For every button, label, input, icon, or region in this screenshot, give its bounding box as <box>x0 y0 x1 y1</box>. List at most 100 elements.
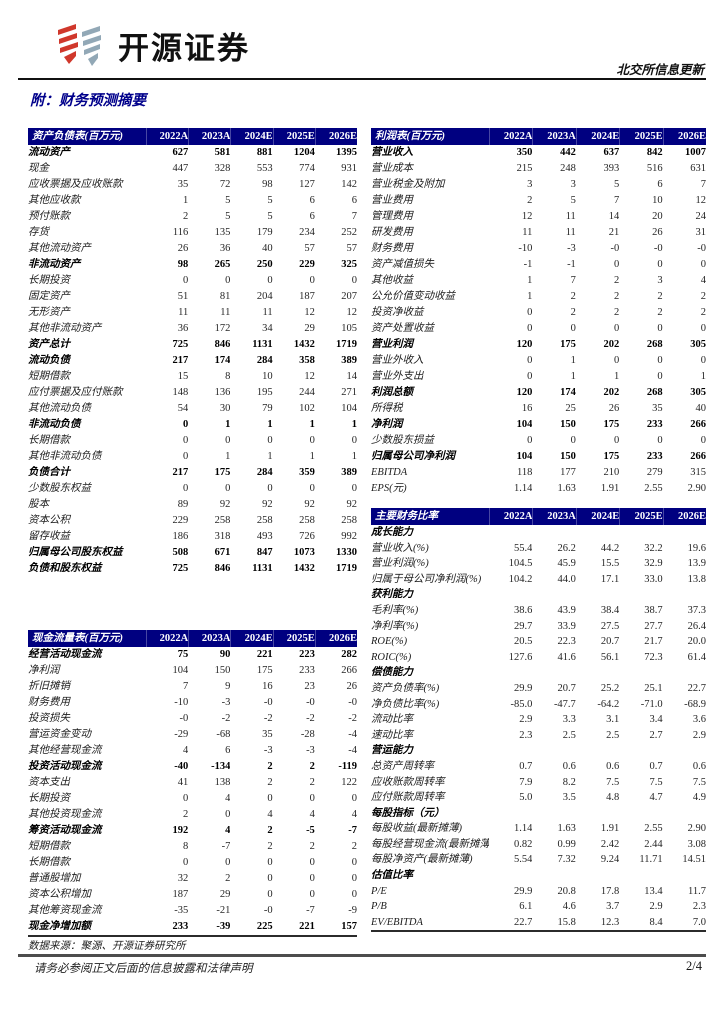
row-value: 0 <box>225 275 231 286</box>
row-value: 0.99 <box>557 838 576 850</box>
row-value: 442 <box>560 147 576 158</box>
row-value: 179 <box>256 227 273 238</box>
row-value: 0 <box>351 857 358 868</box>
row-value: 4 <box>700 275 707 286</box>
row-value: 6.1 <box>519 901 533 913</box>
row-value: 774 <box>299 163 315 174</box>
table-row: 归属母公司净利润 104 150 175 233 266 <box>371 449 706 465</box>
row-label: 财务费用 <box>28 697 70 708</box>
row-value: 22.7 <box>687 682 707 694</box>
row-value <box>663 868 706 884</box>
table-row: 毛利率(%) 38.6 43.9 38.4 38.7 37.3 <box>371 603 706 619</box>
row-value: 25 <box>565 403 576 414</box>
row-value <box>489 806 532 822</box>
row-value: 3.6 <box>692 714 707 726</box>
row-value: 631 <box>690 163 707 174</box>
row-label: 现金净增加额 <box>28 921 91 932</box>
row-value <box>576 806 619 822</box>
row-value: 1 <box>182 195 189 206</box>
row-value: 40 <box>262 243 273 254</box>
row-value: 250 <box>256 259 273 270</box>
row-value: 26 <box>346 681 358 692</box>
row-value: -68.9 <box>684 698 707 710</box>
table-row: 每股净资产(最新摊薄) 5.54 7.32 9.24 11.71 14.51 <box>371 852 706 868</box>
year-column-header: 2024E <box>575 508 619 525</box>
row-value: 2.7 <box>649 729 663 741</box>
row-label: 留存收益 <box>28 531 70 542</box>
row-value: -21 <box>216 905 231 916</box>
row-value: 1 <box>700 371 707 382</box>
footer-disclaimer: 请务必参阅正文后面的信息披露和法律声明 <box>34 963 253 975</box>
row-value: 1395 <box>336 147 358 158</box>
row-value: 21.7 <box>644 636 663 648</box>
row-value: 305 <box>690 387 707 398</box>
row-value: 0 <box>570 435 576 446</box>
kaiyuan-logo-icon <box>58 24 101 66</box>
row-value: 12.3 <box>600 916 620 928</box>
row-value: 0 <box>267 857 273 868</box>
row-value: -39 <box>216 921 231 932</box>
row-value: 12 <box>346 307 358 318</box>
table-row: 投资损失 -0 -2 -2 -2 -2 <box>28 711 357 727</box>
row-value: -64.2 <box>597 698 620 710</box>
row-value: 248 <box>560 163 576 174</box>
row-label: EV/EBITDA <box>371 916 423 928</box>
year-column-header: 2025E <box>272 630 315 647</box>
year-column-header: 2024E <box>575 128 619 145</box>
row-value: 157 <box>341 921 358 932</box>
row-label: 其他投资现金流 <box>28 809 102 820</box>
row-label: 营业费用 <box>371 195 413 206</box>
row-value: 0 <box>182 451 189 462</box>
row-value: 20.0 <box>687 636 707 648</box>
row-value: 0 <box>700 259 707 270</box>
row-value: 0 <box>309 275 315 286</box>
row-value: 36 <box>219 243 231 254</box>
row-label: 财务费用 <box>371 243 413 254</box>
table-row: 流动资产 627 581 881 1204 1395 <box>28 145 357 161</box>
row-value: 202 <box>603 339 620 350</box>
row-label: 归属于母公司净利润(%) <box>371 573 482 585</box>
row-value: 204 <box>256 291 273 302</box>
row-value: 2.55 <box>644 823 663 835</box>
row-value: 0 <box>351 435 358 446</box>
year-column-header: 2023A <box>188 630 230 647</box>
row-value: 21 <box>608 227 620 238</box>
table-row: 资产总计 725 846 1131 1432 1719 <box>28 337 357 353</box>
row-value: 56.1 <box>600 651 620 663</box>
table-row: 非流动负债 0 1 1 1 1 <box>28 417 357 433</box>
row-value: 233 <box>172 921 189 932</box>
row-value: 175 <box>603 451 620 462</box>
row-value: 4 <box>351 809 358 820</box>
row-value: 150 <box>560 451 576 462</box>
row-value: 55.4 <box>514 542 533 554</box>
row-label: 现金 <box>28 163 49 174</box>
table-row: 营业成本 215 248 393 516 631 <box>371 161 706 177</box>
table-row: 速动比率 2.3 2.5 2.5 2.7 2.9 <box>371 728 706 744</box>
row-label: 其他收益 <box>371 275 413 286</box>
table-row: 获利能力 <box>371 587 706 603</box>
row-value: 0 <box>613 435 620 446</box>
row-value: 6 <box>309 211 315 222</box>
row-value: 1 <box>267 451 273 462</box>
row-value: 30 <box>219 403 231 414</box>
row-label: 归属母公司股东权益 <box>28 547 123 558</box>
table-row: 营业外支出 0 1 1 0 1 <box>371 369 706 385</box>
row-value: 0.6 <box>562 760 576 772</box>
row-value: 72.3 <box>644 651 663 663</box>
row-value: 305 <box>690 339 707 350</box>
row-value: 0 <box>527 355 533 366</box>
row-value: 7.5 <box>692 776 707 788</box>
row-value: -68 <box>216 729 231 740</box>
table-title: 利润表(百万元) <box>375 131 445 142</box>
row-value <box>489 868 532 884</box>
row-value: 13.8 <box>687 573 707 585</box>
row-value: 0 <box>309 793 315 804</box>
row-value: 8 <box>182 841 189 852</box>
table-row: 总资产周转率 0.7 0.6 0.6 0.7 0.6 <box>371 759 706 775</box>
row-label: 投资净收益 <box>371 307 424 318</box>
row-value <box>663 587 706 603</box>
row-value: 846 <box>214 563 231 574</box>
row-value: 92 <box>304 499 315 510</box>
row-value: 12 <box>304 371 315 382</box>
row-value: -2 <box>306 713 315 724</box>
